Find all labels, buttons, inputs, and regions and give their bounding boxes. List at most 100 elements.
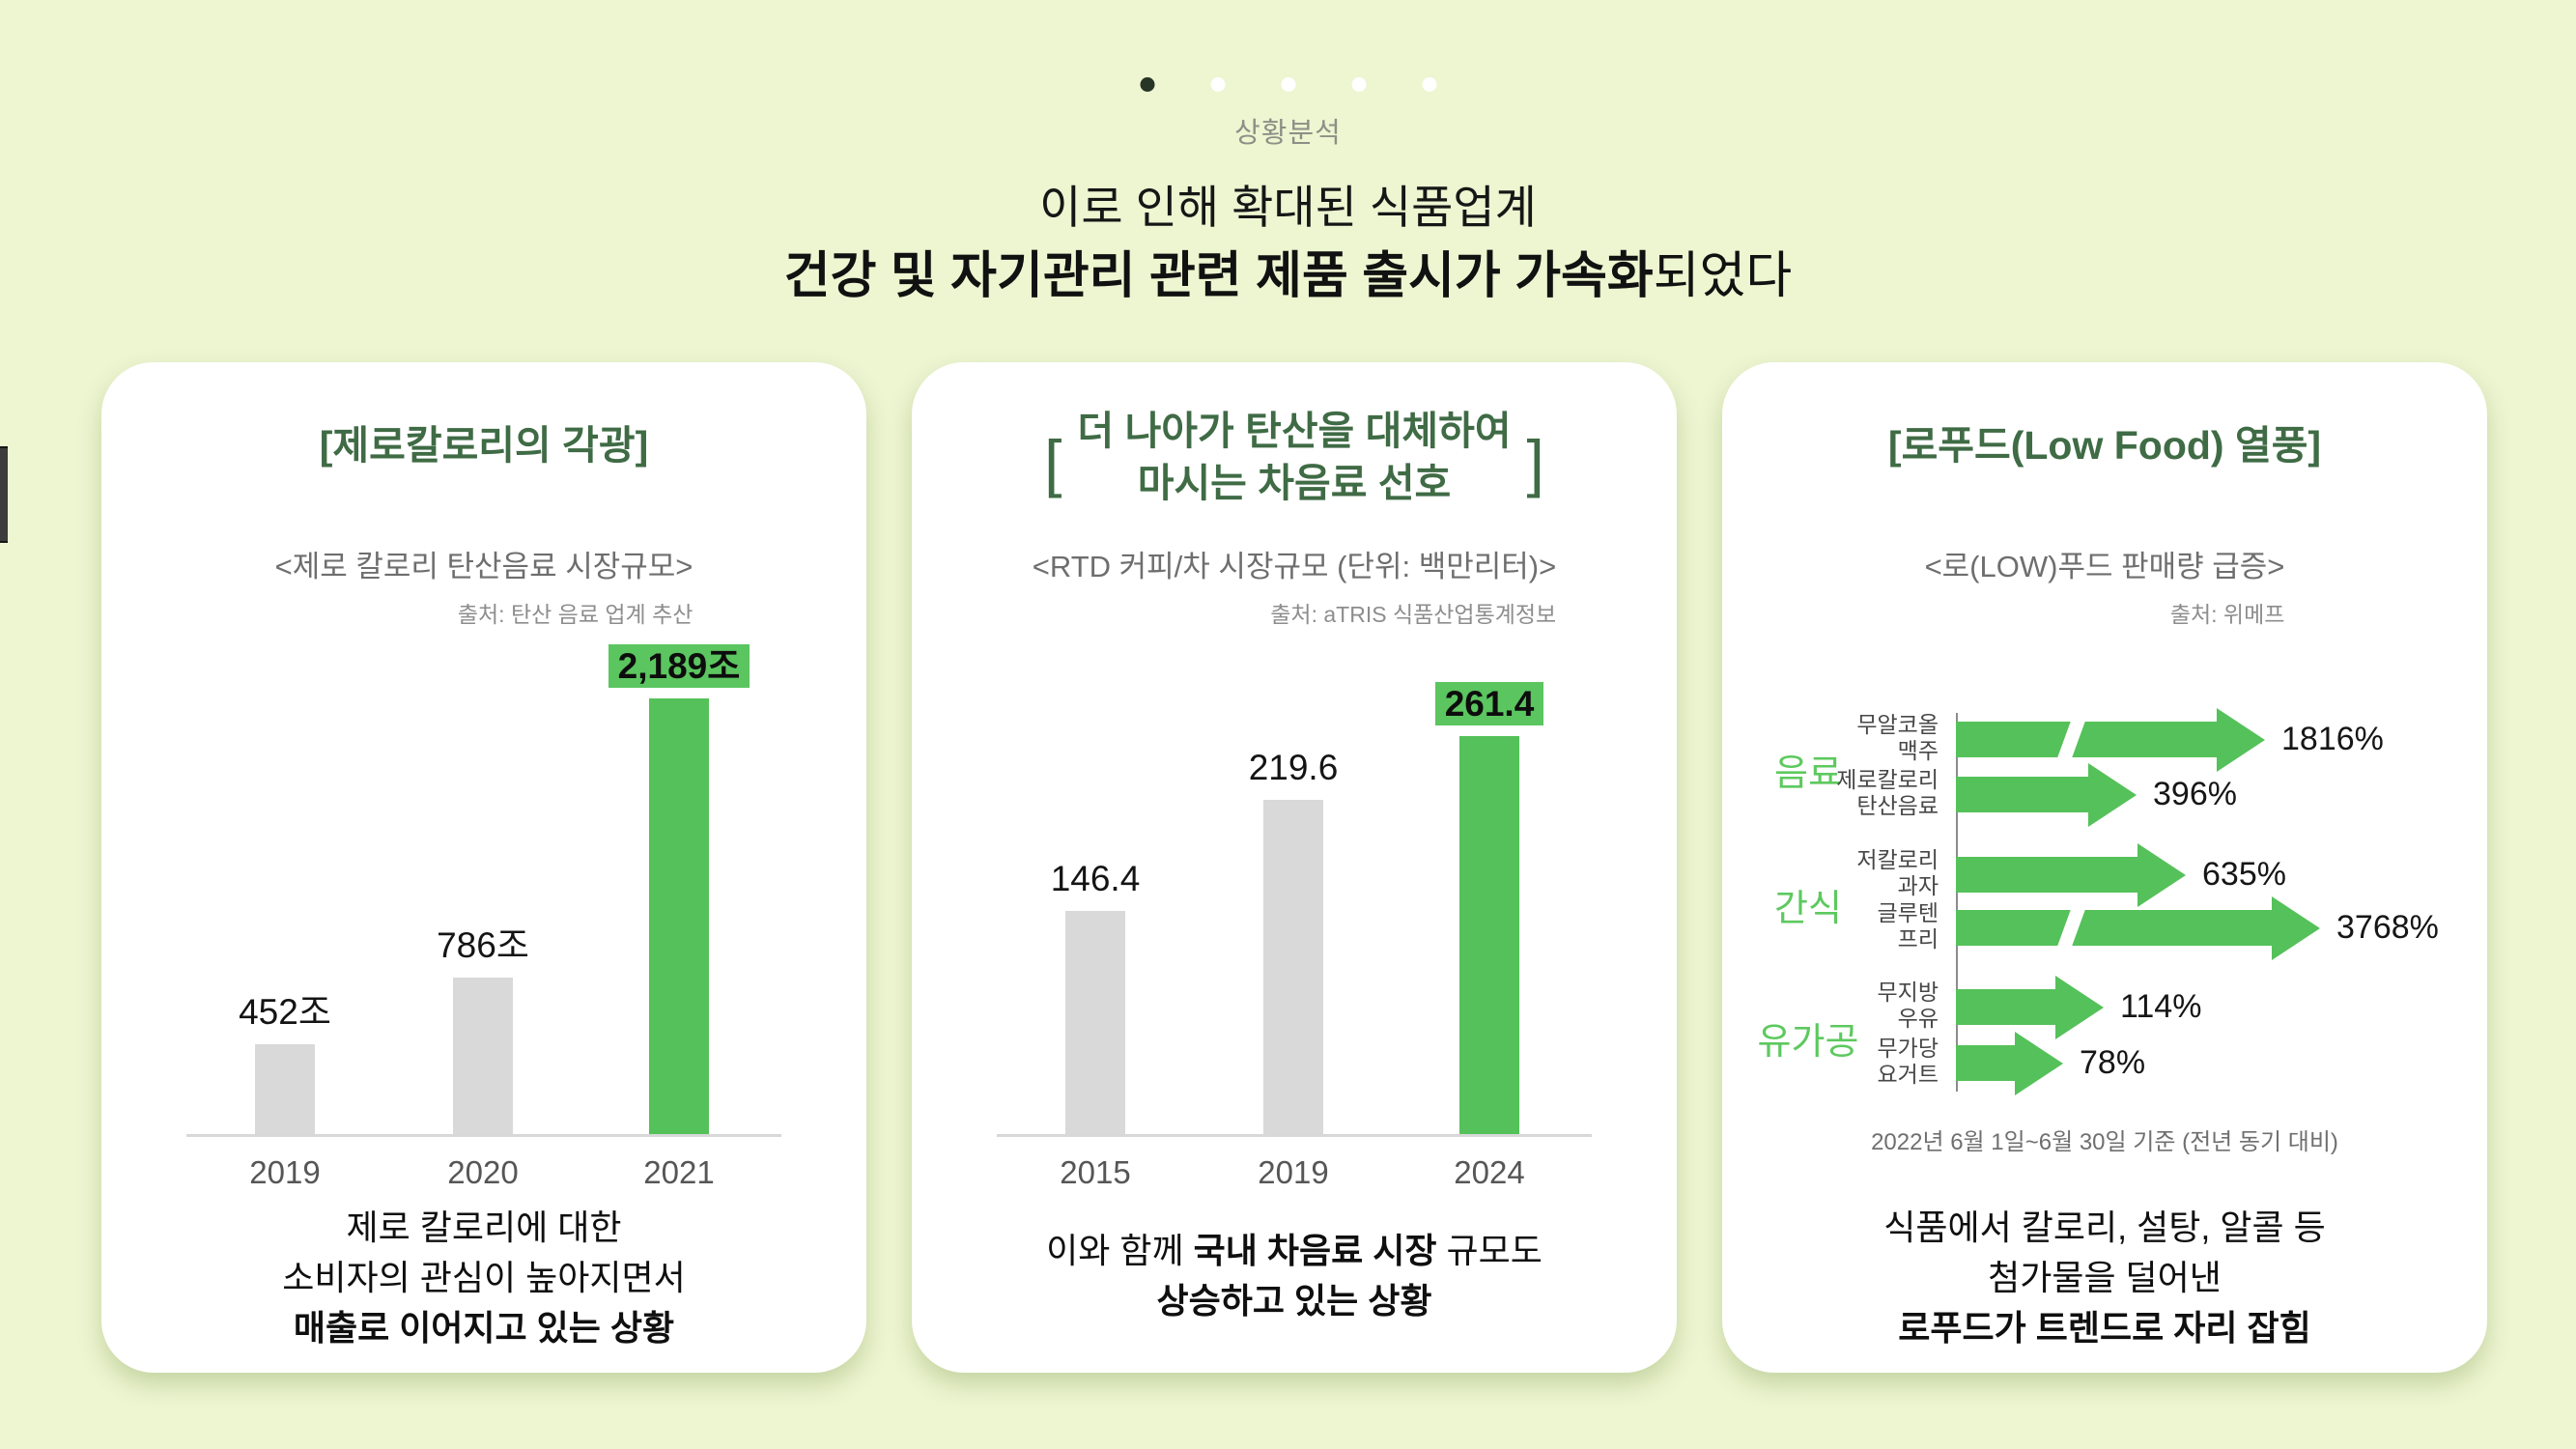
arrow-head <box>2015 1031 2063 1095</box>
highlighted-value: 261.4 <box>1434 682 1544 725</box>
bar-value-label: 219.6 <box>1248 748 1339 787</box>
growth-arrow <box>1956 762 2137 827</box>
bar-category-label: 2020 <box>447 1154 519 1190</box>
caption-segment: 첨가물을 덜어낸 <box>1988 1258 2222 1297</box>
caption-segment: 식품에서 칼로리, 설탕, 알콜 등 <box>1883 1208 2326 1247</box>
caption-segment: 제로 칼로리에 대한 <box>346 1208 622 1247</box>
card-low-food: [로푸드(Low Food) 열풍] <로(LOW)푸드 판매량 급증> 출처:… <box>1722 362 2487 1373</box>
zero-calorie-bar-chart: 452조 2019 786조 2020 2,189조 2021 <box>101 633 866 1203</box>
bar-category-label: 2024 <box>1454 1154 1525 1190</box>
arrow-value-label: 396% <box>2153 776 2237 812</box>
arrow-head <box>2088 762 2137 827</box>
category-label-2: 간식 <box>1774 889 1842 929</box>
rtd-tea-bar-chart: 146.4 2015 219.6 2019 261.4 2024 <box>912 633 1677 1203</box>
chart-subtitle: <로(LOW)푸드 판매량 급증> <box>1924 550 2285 583</box>
growth-arrow <box>1956 975 2104 1039</box>
chart-footnote: 2022년 6월 1일~6월 30일 기준 (전년 동기 대비) <box>1871 1129 2338 1155</box>
card-title: [제로칼로리의 각광] <box>319 423 649 468</box>
caption-line: 제로 칼로리에 대한 <box>101 1203 866 1253</box>
arrow-head <box>2272 895 2320 960</box>
growth-arrow <box>1956 1031 2063 1095</box>
card-title-line2: 마시는 차음료 선호 <box>1137 461 1452 505</box>
bar-2019 <box>255 1044 315 1134</box>
left-edge-artifact <box>0 446 8 543</box>
bar-category-label: 2019 <box>1258 1154 1329 1190</box>
caption-line: 식품에서 칼로리, 설탕, 알콜 등 <box>1722 1203 2487 1253</box>
slide-title-line1: 이로 인해 확대된 식품업계 <box>1039 182 1537 233</box>
caption-segment: 소비자의 관심이 높아지면서 <box>282 1258 686 1297</box>
growth-arrow <box>1956 842 2186 907</box>
bar-value-label: 2,189조 <box>553 642 805 691</box>
x-axis-line <box>997 1134 1592 1137</box>
slide-title-line2-bold: 건강 및 자기관리 관련 제품 출시가 가속화 <box>783 248 1654 304</box>
pagination-dot-1[interactable] <box>1140 77 1154 92</box>
pagination-dots <box>1140 77 1436 92</box>
arrow-item-label: 글루텐 프리 <box>1877 900 1939 952</box>
card-caption: 이와 함께 국내 차음료 시장 규모도 상승하고 있는 상황 <box>912 1226 1677 1326</box>
chart-subtitle-block: <로(LOW)푸드 판매량 급증> 출처: 위메프 <box>1722 542 2487 629</box>
bar-category-label: 2019 <box>249 1154 321 1190</box>
card-title-line1: 더 나아가 탄산을 대체하여 <box>1077 409 1512 453</box>
chart-subtitle: <제로 칼로리 탄산음료 시장규모> <box>274 550 694 583</box>
caption-segment: 규모도 <box>1436 1231 1543 1270</box>
bar-2024 <box>1459 736 1519 1134</box>
chart-source: 출처: 위메프 <box>2169 602 2285 627</box>
chart-source: 출처: aTRIS 식품산업통계정보 <box>1270 602 1557 627</box>
chart-source: 출처: 탄산 음료 업계 추산 <box>457 602 694 627</box>
category-label-1: 음료 <box>1774 753 1842 794</box>
bar-2015 <box>1065 911 1125 1134</box>
low-food-arrow-chart: 음료 무알코올 맥주 1816% 제로칼로리 탄산음료 396% 간식 저칼로리 과자 635% 글루… <box>1722 705 2487 1130</box>
chart-subtitle: <RTD 커피/차 시장규모 (단위: 백만리터)> <box>1032 550 1557 583</box>
bar-category-label: 2015 <box>1060 1154 1131 1190</box>
bar-2021 <box>649 698 709 1134</box>
pagination-dot-2[interactable] <box>1210 77 1225 92</box>
card-title-lines: 더 나아가 탄산을 대체하여 마시는 차음료 선호 <box>1077 405 1511 509</box>
bar-value-label: 452조 <box>239 992 331 1032</box>
arrow-value-label: 635% <box>2202 856 2286 893</box>
caption-line: 로푸드가 트렌드로 자리 잡힘 <box>1722 1303 2487 1353</box>
open-bracket: [ <box>1044 427 1062 498</box>
arrow-item-label: 무가당 요거트 <box>1877 1036 1939 1087</box>
pagination-dot-4[interactable] <box>1351 77 1366 92</box>
chart-subtitle-block: <RTD 커피/차 시장규모 (단위: 백만리터)> 출처: aTRIS 식품산… <box>912 542 1677 629</box>
caption-line: 소비자의 관심이 높아지면서 <box>101 1253 866 1303</box>
slide-title-line2-rest: 되었다 <box>1653 248 1793 304</box>
highlighted-value: 2,189조 <box>608 644 750 688</box>
pagination-dot-3[interactable] <box>1281 77 1295 92</box>
card-zero-calorie: [제로칼로리의 각광] <제로 칼로리 탄산음료 시장규모> 출처: 탄산 음료… <box>101 362 866 1373</box>
arrow-value-label: 114% <box>2120 988 2202 1025</box>
slide-title-line2: 건강 및 자기관리 관련 제품 출시가 가속화되었다 <box>0 235 2576 307</box>
arrow-break <box>2056 907 2086 949</box>
arrow-head <box>2137 842 2186 907</box>
arrow-break <box>2056 719 2086 760</box>
caption-line: 상승하고 있는 상황 <box>912 1276 1677 1326</box>
caption-bold-segment: 국내 차음료 시장 <box>1193 1231 1437 1270</box>
bar-value-label: 261.4 <box>1364 680 1615 728</box>
arrow-head <box>2217 707 2265 772</box>
card-title: [로푸드(Low Food) 열풍] <box>1887 423 2322 468</box>
caption-line: 매출로 이어지고 있는 상황 <box>101 1303 866 1353</box>
arrow-value-label: 3768% <box>2336 909 2439 946</box>
bar-2020 <box>453 978 513 1134</box>
caption-bold-segment: 매출로 이어지고 있는 상황 <box>293 1308 675 1348</box>
caption-line: 첨가물을 덜어낸 <box>1722 1253 2487 1303</box>
x-axis-line <box>186 1134 781 1137</box>
card-title: [ 더 나아가 탄산을 대체하여 마시는 차음료 선호 ] <box>912 405 1677 509</box>
growth-arrow <box>1956 895 2320 960</box>
bar-2019 <box>1263 800 1323 1134</box>
close-bracket: ] <box>1526 427 1544 498</box>
arrow-value-label: 1816% <box>2281 721 2384 757</box>
chart-subtitle-block: <제로 칼로리 탄산음료 시장규모> 출처: 탄산 음료 업계 추산 <box>101 542 866 629</box>
bar-category-label: 2021 <box>643 1154 715 1190</box>
caption-segment: 이와 함께 <box>1046 1231 1194 1270</box>
arrow-value-label: 78% <box>2080 1044 2146 1081</box>
caption-bold-segment: 로푸드가 트렌드로 자리 잡힘 <box>1898 1308 2311 1348</box>
caption-bold-segment: 상승하고 있는 상황 <box>1156 1281 1432 1321</box>
caption-line: 이와 함께 국내 차음료 시장 규모도 <box>912 1226 1677 1276</box>
slide-section-label: 상황분석 <box>1234 118 1342 149</box>
pagination-dot-5[interactable] <box>1422 77 1436 92</box>
growth-arrow <box>1956 707 2265 772</box>
arrow-head <box>2055 975 2104 1039</box>
